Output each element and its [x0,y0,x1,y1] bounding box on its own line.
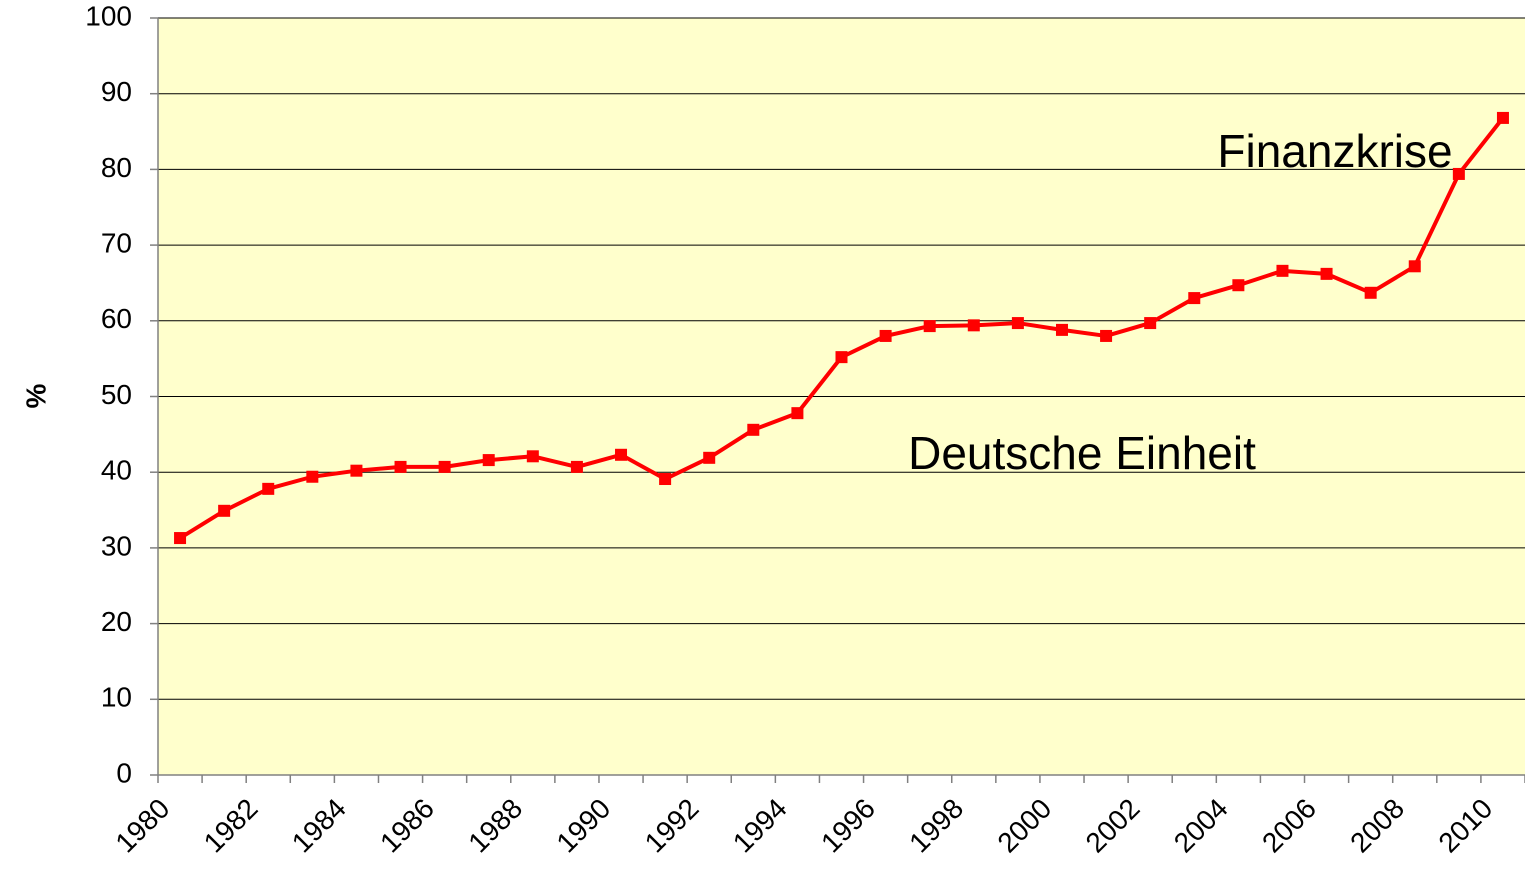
y-tick-label: 0 [116,757,132,788]
x-tick-label: 1984 [286,793,352,859]
annotation: Finanzkrise [1217,125,1452,177]
y-tick-label: 90 [101,76,132,107]
y-tick-label: 70 [101,227,132,258]
x-tick-label: 2006 [1256,793,1322,859]
marker [1452,167,1465,180]
marker [438,460,451,473]
x-tick-label: 1994 [727,793,793,859]
marker [174,532,187,545]
annotation: Deutsche Einheit [908,427,1256,479]
marker [394,460,407,473]
x-tick-label: 1990 [550,793,616,859]
x-tick-label: 1992 [639,793,705,859]
marker [1408,260,1421,273]
marker [1144,317,1157,330]
marker [570,460,583,473]
y-tick-label: 30 [101,530,132,561]
marker [262,482,275,495]
marker [1364,286,1377,299]
y-tick-label: 50 [101,379,132,410]
marker [1276,264,1289,277]
marker [1188,292,1201,305]
y-tick-label: 80 [101,152,132,183]
x-tick-label: 2002 [1080,793,1146,859]
marker [482,454,495,467]
x-tick-label: 1986 [374,793,440,859]
y-tick-label: 40 [101,455,132,486]
marker [1055,323,1068,336]
x-tick-label: 1998 [903,793,969,859]
x-tick-label: 1988 [462,793,528,859]
y-tick-label: 10 [101,682,132,713]
marker [747,423,760,436]
marker [835,351,848,364]
x-tick-label: 2004 [1168,793,1234,859]
x-tick-label: 1980 [109,793,175,859]
marker [1100,329,1113,342]
marker [923,320,936,333]
marker [1320,267,1333,280]
marker [1011,317,1024,330]
marker [615,448,628,461]
marker [306,470,319,483]
marker [703,451,716,464]
x-tick-label: 1982 [198,793,264,859]
x-tick-label: 2010 [1432,793,1498,859]
marker [879,329,892,342]
x-tick-label: 1996 [815,793,881,859]
x-tick-label: 2008 [1344,793,1410,859]
marker [1232,279,1245,292]
y-tick-label: 100 [85,0,132,31]
y-axis-label: % [20,383,51,408]
y-tick-label: 60 [101,303,132,334]
marker [218,504,231,517]
marker [350,464,363,477]
y-tick-label: 20 [101,606,132,637]
marker [659,473,672,486]
marker [1496,111,1509,124]
marker [791,407,804,420]
x-tick-label: 2000 [991,793,1057,859]
marker [967,319,980,332]
marker [526,450,539,463]
